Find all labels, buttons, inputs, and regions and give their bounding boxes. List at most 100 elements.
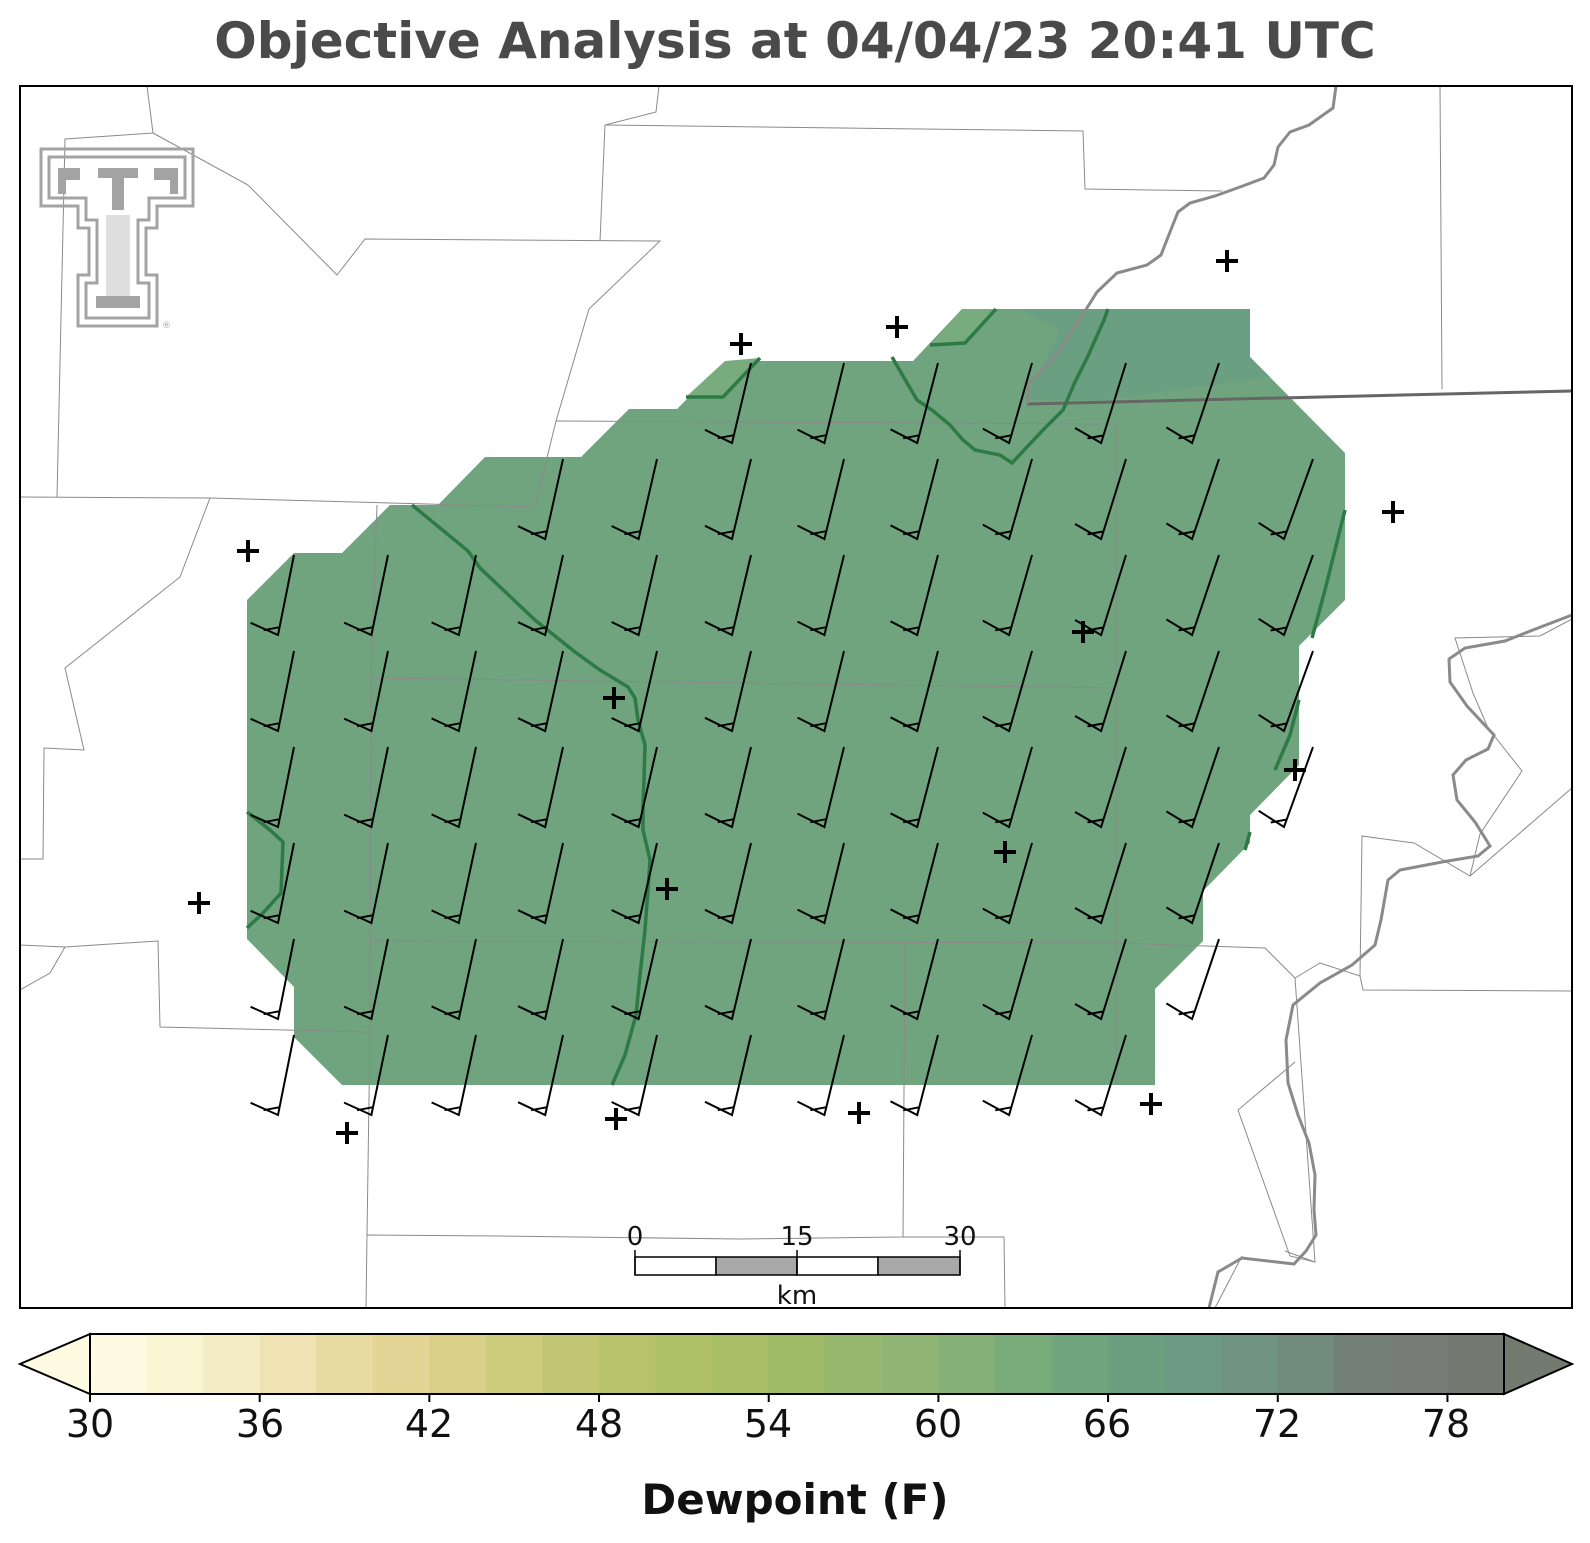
wind-barb-flag xyxy=(1087,434,1104,440)
wind-barb-flag xyxy=(995,530,1012,536)
wind-barb xyxy=(797,938,845,1021)
wind-barb xyxy=(982,746,1033,829)
wind-barb-flag xyxy=(1087,1106,1104,1112)
wind-barb xyxy=(1258,554,1314,637)
colorbar-under-arrow xyxy=(17,1332,91,1396)
wind-barb xyxy=(890,362,939,445)
colorbar-label: Dewpoint (F) xyxy=(641,1475,949,1524)
wind-barb-flag xyxy=(1270,530,1287,536)
colorbar-segment xyxy=(1108,1334,1166,1394)
wind-barb-flag xyxy=(717,530,734,536)
wind-barb-flag xyxy=(263,1010,280,1016)
wind-barb-flag xyxy=(1178,914,1195,920)
wind-barb xyxy=(250,842,295,925)
dewpoint-analysis-patch xyxy=(930,309,996,345)
wind-barb-flag xyxy=(1087,914,1104,920)
wind-barb xyxy=(517,1034,564,1117)
wind-barb xyxy=(704,938,752,1021)
wind-barb-flag xyxy=(530,1106,548,1112)
wind-barb-flag xyxy=(903,1106,920,1112)
wind-barb xyxy=(343,650,389,733)
wind-barb-flag xyxy=(995,914,1012,920)
wind-barb xyxy=(982,458,1033,541)
wind-barb-flag xyxy=(263,818,280,824)
wind-barb xyxy=(982,650,1033,733)
wind-barb-flag xyxy=(903,722,920,728)
wind-barb-flag xyxy=(356,626,374,632)
wind-barb xyxy=(982,842,1033,925)
wind-barb xyxy=(431,842,477,925)
wind-barb xyxy=(250,938,295,1021)
colorbar-segment xyxy=(485,1334,544,1394)
wind-barb xyxy=(890,458,939,541)
wind-barb-flag xyxy=(810,1010,827,1016)
wind-barb-flag xyxy=(356,1010,374,1016)
wind-barb-flag xyxy=(356,722,374,728)
wind-barb xyxy=(890,938,939,1021)
colorbar-segment xyxy=(429,1334,487,1394)
wind-barb xyxy=(1074,650,1127,733)
wind-barb-flag xyxy=(810,530,827,536)
wind-barb xyxy=(1165,362,1220,445)
wind-barb-flag xyxy=(717,434,734,440)
wind-barb xyxy=(890,1034,939,1117)
wind-barb xyxy=(1165,746,1220,829)
wind-barb xyxy=(250,554,295,637)
wind-barb-flag xyxy=(624,818,641,824)
wind-barb-flag xyxy=(263,914,280,920)
wind-barb xyxy=(704,842,752,925)
colorbar-segment xyxy=(90,1334,148,1394)
scale-tick-label: 15 xyxy=(780,1222,814,1252)
wind-barb-flag xyxy=(1087,626,1104,632)
wind-barb-flag xyxy=(903,914,920,920)
wind-barb-flag xyxy=(530,530,548,536)
wind-barb-flag xyxy=(810,914,827,920)
wind-barb-flag xyxy=(263,626,280,632)
wind-barb xyxy=(1258,458,1314,541)
wind-barb-flag xyxy=(444,818,461,824)
colorbar-segment xyxy=(655,1334,713,1394)
wind-barb-flag xyxy=(530,722,548,728)
wind-barb xyxy=(343,938,389,1021)
wind-barb xyxy=(797,746,845,829)
wind-barb xyxy=(982,1034,1033,1117)
wind-barb-flag xyxy=(717,914,734,920)
wind-barb-flag xyxy=(444,722,461,728)
wind-barb xyxy=(517,650,564,733)
wind-barb-flag xyxy=(995,1106,1012,1112)
wind-barb xyxy=(611,554,658,637)
map-title: Objective Analysis at 04/04/23 20:41 UTC xyxy=(214,12,1376,70)
wind-barb-flag xyxy=(1270,818,1287,824)
wind-barb-flag xyxy=(995,434,1012,440)
wind-barb xyxy=(611,458,658,541)
colorbar-segment xyxy=(542,1334,600,1394)
scale-tick-label: 0 xyxy=(626,1222,644,1252)
wind-barb-flag xyxy=(717,818,734,824)
wind-barb-flag xyxy=(356,818,374,824)
colorbar-segment xyxy=(1447,1334,1505,1394)
wind-barb xyxy=(343,554,389,637)
wind-barb xyxy=(797,458,845,541)
wind-barb xyxy=(517,938,564,1021)
wind-barb xyxy=(704,1034,752,1117)
colorbar-segment xyxy=(1221,1334,1279,1394)
wind-barb xyxy=(343,1034,389,1117)
county-boundaries xyxy=(20,86,1572,1308)
wind-barb xyxy=(611,938,658,1021)
svg-text:®: ® xyxy=(162,321,171,331)
wind-barb-flag xyxy=(810,722,827,728)
wind-barb xyxy=(890,650,939,733)
colorbar-segment xyxy=(1277,1334,1335,1394)
wind-barb-flag xyxy=(530,626,548,632)
scale-unit-label: km xyxy=(776,1281,818,1311)
wind-barb xyxy=(250,746,295,829)
dewpoint-analysis-patch xyxy=(686,358,760,397)
wind-barbs xyxy=(250,362,1314,1117)
wind-barb-flag xyxy=(444,1106,461,1112)
colorbar-segment xyxy=(1164,1334,1222,1394)
scale-tick-label: 30 xyxy=(943,1222,977,1252)
wind-barb xyxy=(250,1034,295,1117)
wind-barb-flag xyxy=(1087,722,1104,728)
wind-barb xyxy=(1074,362,1127,445)
